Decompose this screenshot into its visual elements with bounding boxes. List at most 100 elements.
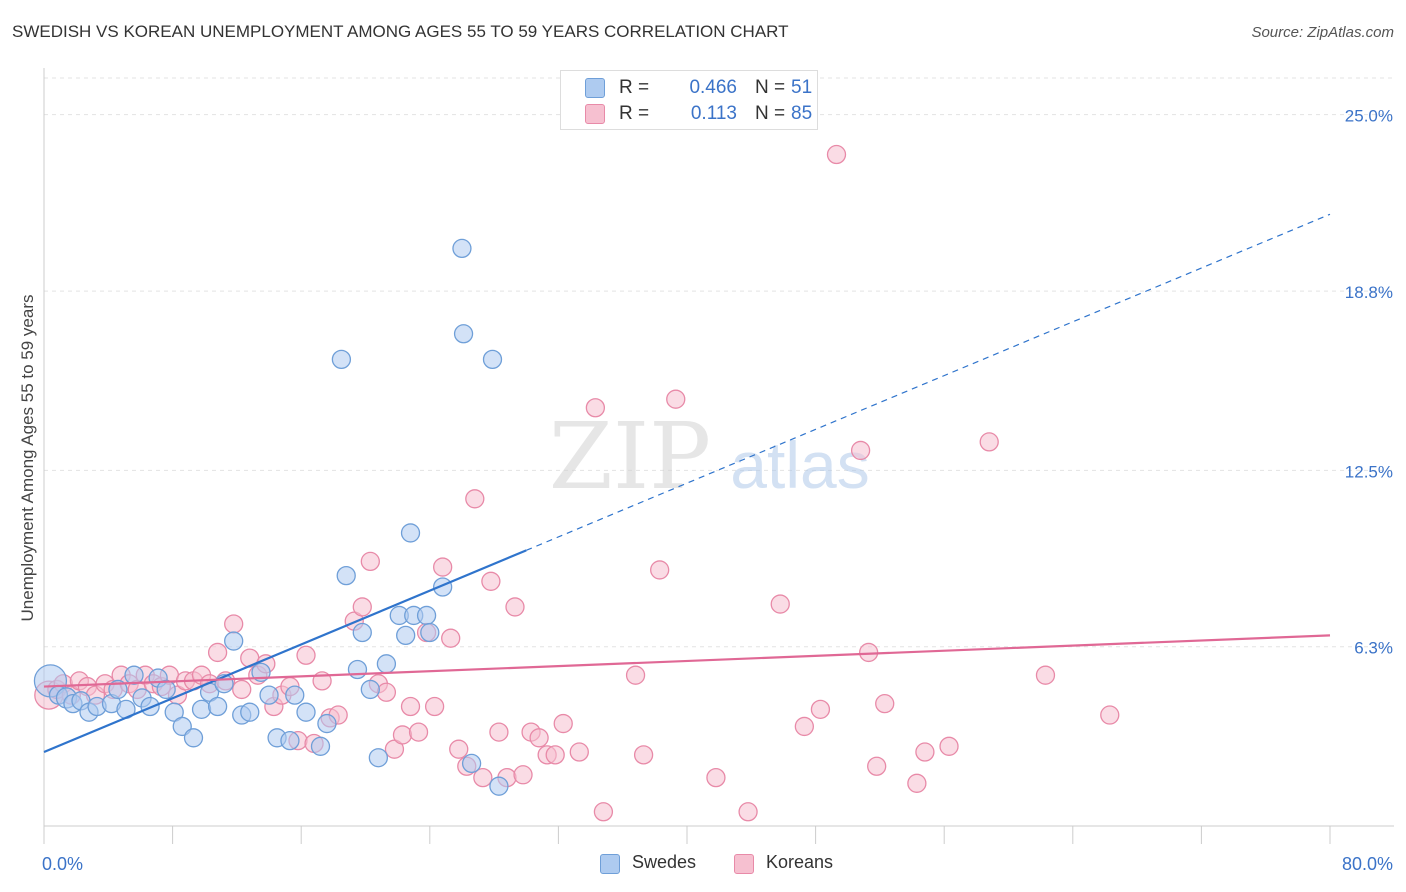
swede-point bbox=[453, 324, 474, 344]
swede-point bbox=[191, 699, 212, 719]
swede-point bbox=[420, 622, 440, 643]
r-value: 0.113 bbox=[690, 103, 737, 124]
korean-point bbox=[224, 614, 244, 634]
y-axis-label: Unemployment Among Ages 55 to 59 years bbox=[18, 294, 37, 622]
swede-point bbox=[108, 679, 128, 700]
watermark-atlas: atlas bbox=[730, 428, 869, 502]
swedes-swatch bbox=[600, 854, 620, 874]
korean-point bbox=[569, 742, 589, 762]
korean-point bbox=[875, 694, 895, 714]
n-label: N = bbox=[755, 77, 786, 98]
swede-point bbox=[296, 702, 316, 722]
tick-labels: 6.3% 12.5% 18.8% 25.0% 0.0% 80.0% bbox=[42, 107, 1393, 874]
korean-point bbox=[826, 144, 847, 165]
swede-point bbox=[224, 631, 244, 651]
koreans-trendline bbox=[43, 634, 1331, 688]
koreans-swatch bbox=[585, 104, 605, 124]
y-tick-label: 12.5% bbox=[1345, 462, 1393, 481]
korean-point bbox=[408, 722, 429, 742]
korean-point bbox=[633, 745, 654, 765]
swede-point bbox=[259, 685, 279, 705]
swede-point bbox=[461, 753, 482, 774]
korean-point bbox=[794, 716, 814, 737]
r-label: R = bbox=[619, 77, 650, 98]
swede-point bbox=[396, 625, 416, 646]
swede-point bbox=[183, 728, 204, 748]
swedes-trendline bbox=[43, 549, 527, 754]
swede-point bbox=[207, 696, 228, 717]
gridlines bbox=[44, 77, 1394, 648]
swede-point bbox=[156, 679, 176, 700]
korean-point bbox=[232, 679, 252, 700]
korean-point bbox=[850, 440, 871, 461]
korean-point bbox=[666, 389, 686, 409]
koreans-swatch bbox=[734, 854, 754, 874]
r-label: R = bbox=[619, 103, 650, 124]
korean-point bbox=[376, 682, 397, 702]
x-tick-label-min: 0.0% bbox=[42, 854, 83, 874]
korean-point bbox=[352, 597, 372, 617]
korean-point bbox=[513, 765, 533, 785]
korean-point bbox=[939, 736, 959, 756]
n-value: 51 bbox=[791, 77, 813, 98]
x-tick-label-max: 80.0% bbox=[1342, 854, 1393, 874]
korean-point bbox=[770, 594, 790, 614]
swede-point bbox=[376, 654, 397, 674]
swede-point bbox=[368, 748, 389, 768]
y-tick-label: 6.3% bbox=[1354, 639, 1393, 658]
swede-point bbox=[124, 665, 144, 685]
watermark: ZIP atlas bbox=[549, 403, 870, 510]
watermark-zip: ZIP bbox=[549, 403, 711, 510]
korean-point bbox=[907, 773, 927, 793]
korean-point bbox=[1035, 665, 1056, 685]
korean-point bbox=[441, 628, 461, 648]
n-label: N = bbox=[755, 103, 786, 124]
korean-point bbox=[650, 560, 670, 580]
swedes-swatch bbox=[585, 78, 605, 98]
swede-point bbox=[360, 679, 380, 700]
korean-point bbox=[625, 665, 646, 685]
swede-point bbox=[452, 238, 472, 259]
r-value: 0.466 bbox=[689, 77, 737, 98]
source-credit: Source: ZipAtlas.com bbox=[1251, 24, 1394, 41]
korean-point bbox=[296, 645, 316, 665]
y-tick-label: 18.8% bbox=[1345, 283, 1393, 302]
korean-point bbox=[473, 767, 493, 788]
swede-point bbox=[400, 523, 421, 543]
korean-point bbox=[489, 722, 509, 742]
swede-point bbox=[317, 713, 337, 734]
legend-label-swedes: Swedes bbox=[632, 852, 697, 872]
korean-point bbox=[392, 725, 413, 745]
swede-point bbox=[482, 349, 503, 370]
trendlines bbox=[43, 213, 1331, 754]
swede-point bbox=[352, 622, 372, 643]
swede-point bbox=[331, 349, 352, 370]
korean-point bbox=[1100, 705, 1120, 725]
korean-point bbox=[593, 802, 614, 822]
legend-label-koreans: Koreans bbox=[766, 852, 834, 872]
swede-point bbox=[285, 685, 305, 705]
korean-point bbox=[433, 557, 453, 577]
korean-point bbox=[465, 489, 485, 509]
korean-point bbox=[207, 642, 228, 663]
korean-point bbox=[738, 802, 758, 822]
korean-point bbox=[867, 756, 887, 776]
correlation-legend: R = 0.466 N = 51 R = 0.113 N = 85 bbox=[560, 70, 818, 130]
axes bbox=[43, 68, 1394, 844]
swede-point bbox=[310, 736, 331, 756]
swede-point bbox=[347, 659, 368, 680]
korean-point bbox=[481, 571, 501, 591]
korean-point bbox=[449, 739, 469, 759]
korean-point bbox=[915, 742, 935, 762]
swede-point bbox=[489, 776, 509, 796]
swede-point bbox=[336, 565, 356, 586]
swede-point bbox=[280, 730, 300, 751]
swedes-trendline-extension bbox=[526, 213, 1331, 551]
n-value: 85 bbox=[791, 103, 813, 124]
korean-point bbox=[400, 696, 421, 717]
chart-title: SWEDISH VS KOREAN UNEMPLOYMENT AMONG AGE… bbox=[12, 22, 789, 41]
korean-point bbox=[529, 728, 549, 748]
korean-point bbox=[545, 745, 565, 765]
korean-point bbox=[810, 699, 831, 719]
